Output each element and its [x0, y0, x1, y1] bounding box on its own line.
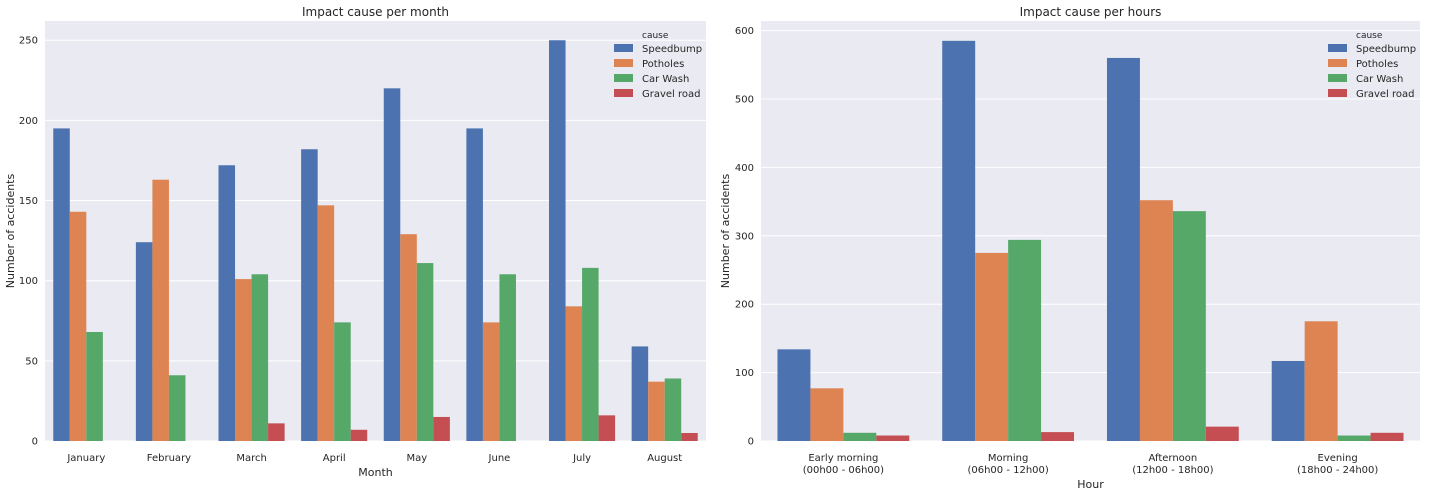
y-tick-label: 500	[735, 94, 754, 105]
x-tick-label: Morning (06h00 - 12h00)	[967, 453, 1048, 476]
x-tick-label: March	[236, 453, 266, 464]
bar-car-wash	[168, 375, 186, 441]
legend: cause Speedbump Potholes Car Wash Gravel roa…	[1328, 31, 1416, 100]
legend-label-potholes: Potholes	[1356, 59, 1398, 70]
legend-swatch-potholes	[614, 59, 633, 67]
bar-potholes	[69, 211, 87, 441]
bar-speedbump	[301, 149, 318, 442]
chart-title: Impact cause per hours	[1020, 5, 1162, 19]
bar-speedbump	[218, 165, 236, 441]
y-tick-label: 200	[19, 116, 38, 127]
chart-title: Impact cause per month	[302, 5, 449, 19]
legend-swatch-car-wash	[614, 74, 633, 82]
y-tick-label: 0	[32, 437, 38, 448]
x-tick-label: Afternoon (12h00 - 18h00)	[1132, 453, 1213, 476]
y-tick-label: 400	[735, 163, 754, 174]
x-tick-label: Early morning (00h00 - 06h00)	[803, 453, 884, 476]
bar-speedbump	[1106, 57, 1140, 441]
legend-label-gravel-road: Gravel road	[642, 89, 701, 100]
bar-speedbump	[777, 349, 811, 441]
bar-potholes	[152, 179, 169, 442]
bar-gravel-road	[433, 416, 450, 441]
x-tick-label: Evening (18h00 - 24h00)	[1297, 453, 1378, 476]
bar-car-wash	[86, 331, 103, 441]
x-tick-label: May	[406, 453, 427, 464]
legend-label-potholes: Potholes	[642, 59, 684, 70]
legend-swatch-gravel-road	[1328, 89, 1347, 97]
bar-speedbump	[383, 88, 401, 441]
bar-car-wash	[334, 322, 351, 441]
y-tick-label: 150	[19, 196, 38, 207]
bar-car-wash	[582, 267, 599, 441]
legend-title: cause	[1356, 31, 1383, 41]
y-tick-label: 200	[735, 300, 754, 311]
bar-car-wash	[251, 274, 269, 441]
legend-label-car-wash: Car Wash	[1356, 74, 1403, 85]
hour-chart: 0 100 200 300 400 500 600 Early morning (00h00 -…	[719, 5, 1420, 491]
bar-speedbump	[1271, 360, 1305, 441]
legend-swatch-speedbump	[614, 44, 633, 52]
x-axis-label: Hour	[1077, 478, 1104, 491]
legend-label-speedbump: Speedbump	[642, 44, 702, 55]
legend-title: cause	[642, 31, 669, 41]
bar-potholes	[975, 252, 1009, 441]
bar-speedbump	[631, 346, 649, 441]
y-tick-label: 250	[19, 36, 38, 47]
bar-potholes	[317, 205, 335, 441]
legend-swatch-speedbump	[1328, 44, 1347, 52]
bar-car-wash	[499, 274, 516, 441]
legend-swatch-potholes	[1328, 59, 1347, 67]
bar-gravel-road	[681, 432, 698, 441]
x-tick-label: July	[572, 453, 591, 464]
bar-car-wash	[1337, 435, 1371, 441]
bar-potholes	[565, 306, 583, 441]
bar-car-wash	[416, 263, 434, 441]
bar-potholes	[482, 322, 500, 441]
bar-gravel-road	[876, 435, 910, 441]
legend-label-speedbump: Speedbump	[1356, 44, 1416, 55]
legend-label-car-wash: Car Wash	[642, 74, 689, 85]
bar-potholes	[235, 279, 252, 441]
x-tick-label: August	[647, 453, 682, 464]
legend-label-gravel-road: Gravel road	[1356, 89, 1415, 100]
bar-potholes	[810, 388, 844, 441]
bar-car-wash	[843, 432, 877, 441]
bar-gravel-road	[268, 423, 285, 441]
bar-car-wash	[664, 378, 682, 441]
bar-speedbump	[53, 128, 70, 441]
bar-potholes	[1304, 321, 1338, 441]
month-chart: 0 50 100 150 200 250 January February March April…	[4, 5, 706, 479]
bar-gravel-road	[1370, 432, 1404, 441]
y-axis-label: Number of accidents	[719, 174, 732, 289]
x-axis-label: Month	[358, 466, 393, 479]
bar-gravel-road	[350, 429, 368, 441]
x-tick-label: April	[323, 453, 346, 464]
x-tick-label: February	[147, 453, 191, 464]
bar-gravel-road	[1041, 432, 1075, 441]
bar-gravel-road	[1205, 426, 1239, 441]
bar-speedbump	[135, 242, 153, 441]
legend: cause Speedbump Potholes Car Wash Gravel roa…	[614, 31, 702, 100]
x-tick-label: June	[488, 453, 511, 464]
x-tick-label: January	[66, 453, 105, 464]
y-tick-label: 300	[735, 231, 754, 242]
bar-potholes	[1139, 200, 1173, 441]
y-tick-label: 600	[735, 26, 754, 37]
y-axis-label: Number of accidents	[4, 174, 17, 289]
legend-swatch-gravel-road	[614, 89, 633, 97]
bar-gravel-road	[598, 415, 616, 441]
y-tick-label: 100	[19, 276, 38, 287]
bar-speedbump	[942, 40, 976, 442]
bar-potholes	[400, 234, 417, 441]
bar-potholes	[648, 381, 665, 441]
legend-swatch-car-wash	[1328, 74, 1347, 82]
y-tick-label: 100	[735, 368, 754, 379]
bar-car-wash	[1172, 211, 1206, 441]
bar-speedbump	[549, 40, 566, 442]
bar-speedbump	[466, 128, 483, 441]
bar-car-wash	[1008, 239, 1042, 441]
y-tick-label: 0	[748, 437, 754, 448]
y-tick-label: 50	[25, 356, 38, 367]
